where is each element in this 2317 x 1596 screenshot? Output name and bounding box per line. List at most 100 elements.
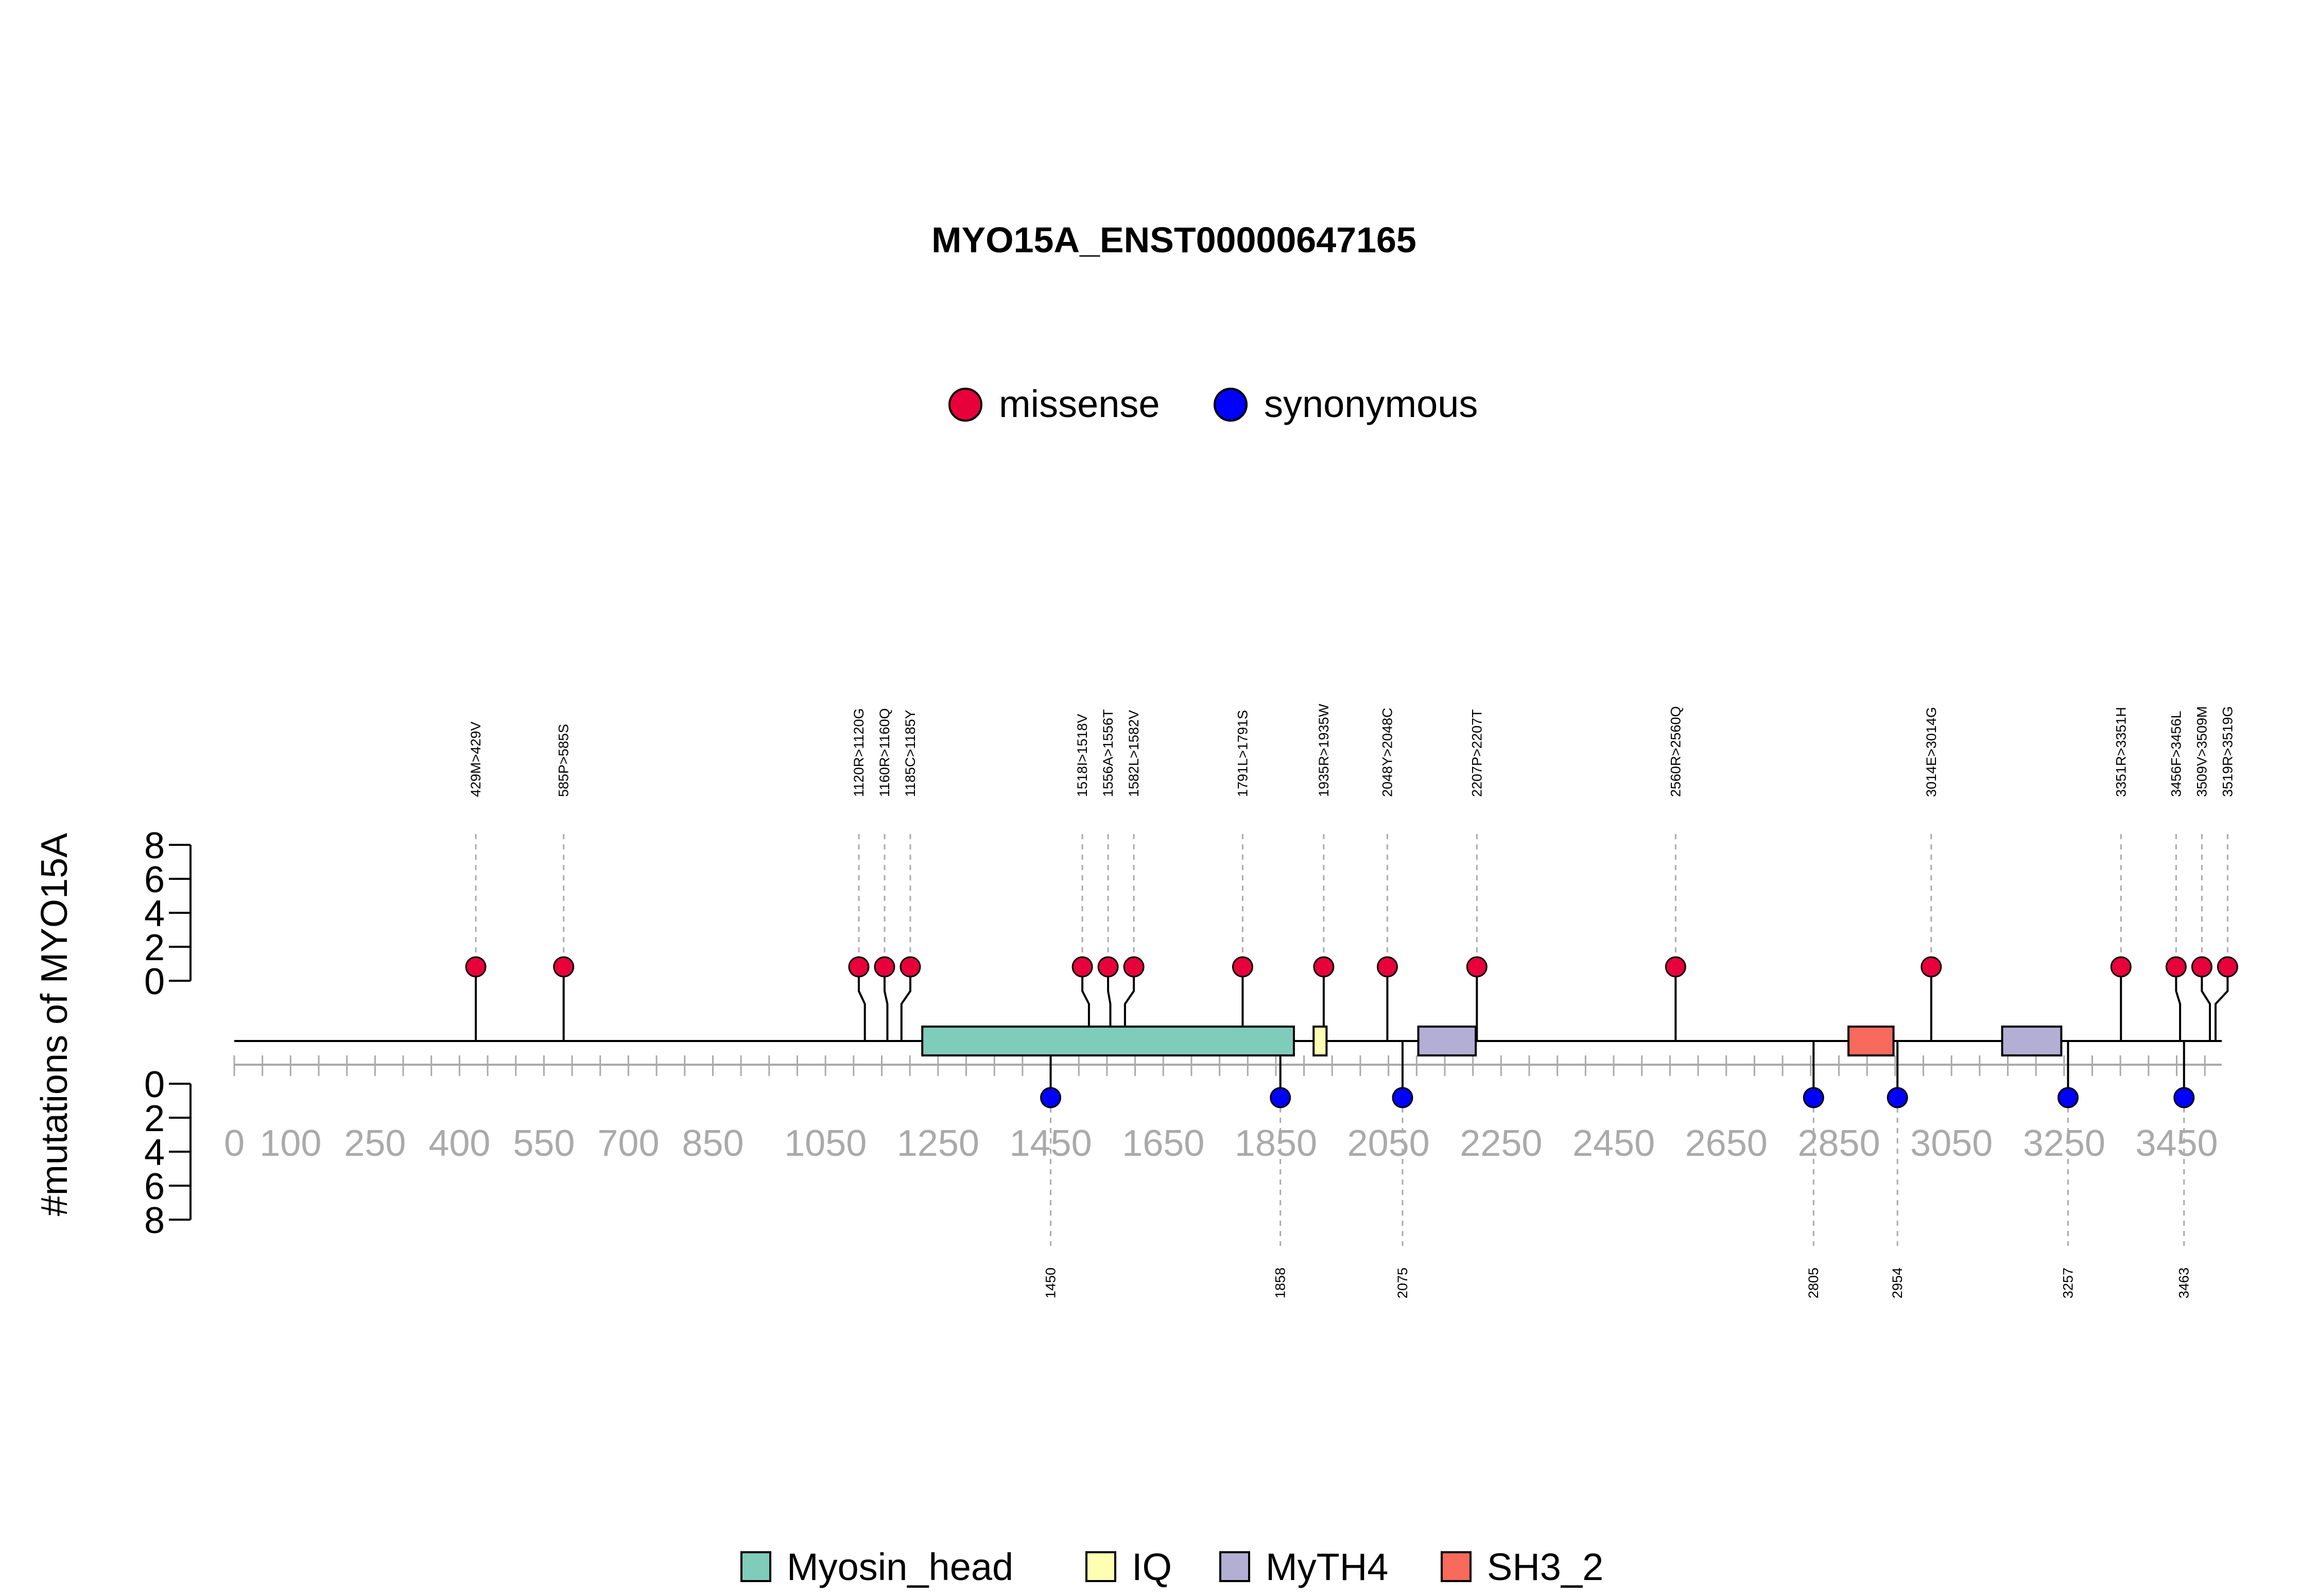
missense-head <box>1665 956 1686 978</box>
y-tick-label-lower: 4 <box>144 1132 165 1173</box>
synonymous-label: 3257 <box>2060 1268 2076 1298</box>
x-axis: 0 100 250 400 550 700 850 1050 1250 1450 1650 1850 2… <box>224 1055 2222 1164</box>
mutation-labels: 429M>429V 585P>585S 1120R>1120G 1160R>1160Q… <box>468 704 2235 1298</box>
missense-head <box>874 956 895 978</box>
synonymous-label: 3463 <box>2176 1268 2192 1298</box>
x-tick-label: 1050 <box>784 1123 867 1164</box>
lollipop-stems <box>475 967 2229 1098</box>
synonymous-head <box>1803 1087 1824 1108</box>
x-tick-label: 1650 <box>1122 1123 1204 1164</box>
missense-stem <box>2214 967 2229 1041</box>
x-tick-label: 3450 <box>2135 1123 2218 1164</box>
legend-swatch-SH3_2 <box>1441 1551 1472 1582</box>
missense-head <box>2165 956 2187 978</box>
synonymous-head <box>1392 1087 1413 1108</box>
missense-label: 1556A>1556T <box>1100 709 1116 797</box>
x-tick-label: 3250 <box>2023 1123 2105 1164</box>
missense-head <box>1232 956 1253 978</box>
missense-stem <box>2175 967 2182 1041</box>
missense-stem <box>900 967 911 1041</box>
domain-SH3_2 <box>1847 1026 1895 1056</box>
y-tick-label-lower: 8 <box>144 1200 165 1241</box>
missense-label: 3456F>3456L <box>2168 711 2184 797</box>
legend-marker-synonymous <box>1214 388 1248 422</box>
x-tick-label: 2050 <box>1347 1123 1430 1164</box>
domain-MyTH4 <box>1417 1026 1477 1056</box>
missense-head <box>1123 956 1145 978</box>
synonymous-head <box>2173 1087 2195 1108</box>
missense-label: 1791L>1791S <box>1235 710 1250 797</box>
x-tick-label: 3050 <box>1910 1123 1993 1164</box>
y-tick-label-lower: 6 <box>144 1166 165 1207</box>
legend-swatch-Myosin_head <box>740 1551 771 1582</box>
chart-title: MYO15A_ENST00000647165 <box>931 220 1416 260</box>
legend-marker-missense <box>948 388 982 422</box>
missense-head <box>1313 956 1335 978</box>
missense-label: 2048Y>2048C <box>1379 708 1395 797</box>
synonymous-head <box>1887 1087 1908 1108</box>
missense-label: 3014E>3014G <box>1924 707 1939 797</box>
mutation-guide-lines <box>475 834 2228 1246</box>
domain-IQ <box>1312 1026 1328 1056</box>
synonymous-head <box>1040 1087 1062 1108</box>
missense-head <box>1921 956 1942 978</box>
y-tick-label-upper: 8 <box>144 825 165 866</box>
protein-domains <box>921 1026 2063 1056</box>
missense-head <box>465 956 487 978</box>
missense-stem <box>857 967 866 1041</box>
legend-bottom: Myosin_head IQ MyTH4 SH3_2 <box>740 1546 1603 1588</box>
legend-top: missense synonymous <box>948 383 1478 425</box>
x-tick-label: 2850 <box>1797 1123 1880 1164</box>
legend-label-missense: missense <box>999 383 1160 425</box>
missense-label: 1582L>1582V <box>1126 710 1142 797</box>
x-tick-label: 2450 <box>1572 1123 1655 1164</box>
synonymous-head <box>2057 1087 2079 1108</box>
missense-label: 2207P>2207T <box>1469 709 1484 797</box>
missense-label: 1185C>1185Y <box>903 710 918 797</box>
x-tick-label: 0 <box>224 1123 245 1164</box>
missense-head <box>1466 956 1488 978</box>
missense-label: 1935R>1935W <box>1316 704 1332 797</box>
missense-head <box>2110 956 2132 978</box>
x-tick-label: 1250 <box>897 1123 979 1164</box>
x-tick-label: 1850 <box>1235 1123 1317 1164</box>
x-tick-label: 2250 <box>1460 1123 1542 1164</box>
y-tick-label-upper: 4 <box>144 893 165 934</box>
legend-label-IQ: IQ <box>1132 1546 1172 1588</box>
synonymous-label: 1858 <box>1273 1268 1288 1298</box>
lollipop-heads <box>465 956 2238 1108</box>
missense-head <box>848 956 870 978</box>
x-tick-label: 400 <box>428 1123 490 1164</box>
legend-label-synonymous: synonymous <box>1264 383 1478 425</box>
missense-label: 585P>585S <box>556 724 572 797</box>
synonymous-head <box>1270 1087 1291 1108</box>
y-tick-label-lower: 2 <box>144 1098 165 1139</box>
missense-stem <box>883 967 889 1041</box>
legend-label-Myosin_head: Myosin_head <box>787 1546 1013 1588</box>
synonymous-label: 1450 <box>1043 1268 1059 1298</box>
missense-head <box>2217 956 2238 978</box>
missense-head <box>553 956 575 978</box>
missense-head <box>2191 956 2212 978</box>
missense-stem <box>2201 967 2211 1041</box>
domain-MyTH4 <box>2001 1026 2063 1056</box>
y-axis-label: #mutations of MYO15A <box>34 833 75 1216</box>
synonymous-label: 2075 <box>1395 1268 1410 1298</box>
x-tick-label: 850 <box>682 1123 743 1164</box>
domain-Myosin_head <box>921 1026 1295 1056</box>
x-tick-label: 550 <box>513 1123 575 1164</box>
missense-head <box>900 956 921 978</box>
missense-head <box>1376 956 1398 978</box>
missense-stem <box>1081 967 1090 1041</box>
x-tick-label: 250 <box>344 1123 406 1164</box>
y-tick-label-lower: 0 <box>144 1064 165 1105</box>
synonymous-label: 2805 <box>1806 1268 1821 1298</box>
missense-label: 2560R>2560Q <box>1668 706 1683 797</box>
missense-label: 429M>429V <box>468 722 483 797</box>
missense-head <box>1071 956 1093 978</box>
x-tick-label: 700 <box>597 1123 659 1164</box>
y-tick-label-upper: 2 <box>144 927 165 968</box>
missense-stem <box>1107 967 1112 1041</box>
